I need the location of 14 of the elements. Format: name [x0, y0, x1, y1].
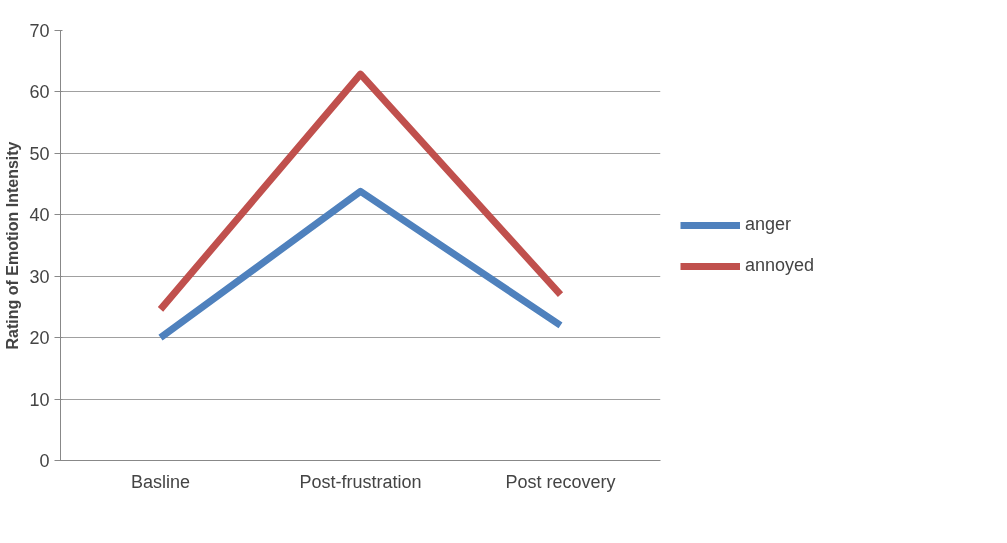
y-tick-label: 50	[29, 143, 50, 164]
y-tick-label: 60	[29, 82, 50, 103]
y-tick-label: 70	[29, 21, 50, 41]
x-tick-label: Post recovery	[505, 471, 616, 492]
x-tick-label: Basline	[130, 471, 191, 492]
y-axis-title: Rating of Emotion Intensity	[4, 141, 22, 350]
y-tick-label: 30	[29, 266, 50, 287]
x-tick-label: Post-frustration	[299, 471, 422, 492]
legend-label: anger	[745, 214, 792, 235]
y-tick-label: 0	[39, 451, 50, 471]
y-tick-label: 40	[29, 205, 50, 226]
legend-label: annoyed	[745, 255, 815, 276]
y-tick-label: 20	[29, 328, 50, 349]
y-tick-label: 10	[29, 389, 50, 410]
